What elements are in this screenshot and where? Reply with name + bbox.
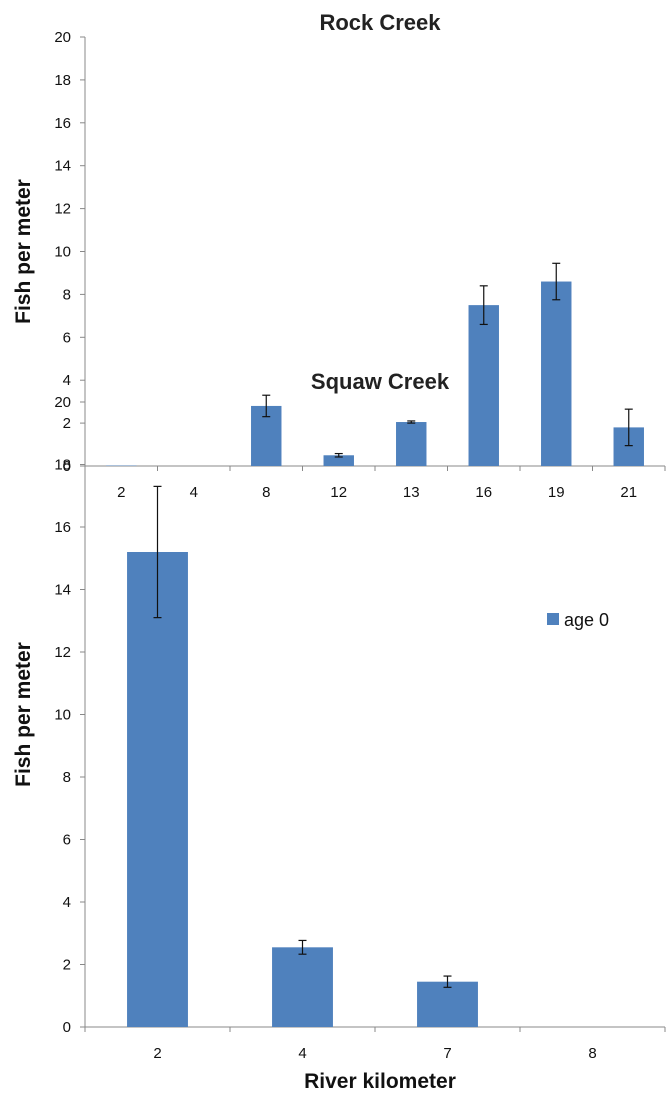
squaw-creek-y-tick-label: 8 (63, 769, 71, 786)
rock-creek-y-tick-label: 10 (54, 244, 71, 261)
squaw-creek-y-axis-label: Fish per meter (12, 642, 35, 787)
squaw-creek-x-tick-label: 7 (443, 1045, 451, 1062)
squaw-creek-y-tick-label: 4 (63, 894, 71, 911)
rock-creek-x-tick-label: 8 (262, 484, 270, 501)
squaw-creek-y-tick-label: 10 (54, 707, 71, 724)
rock-creek-bar (323, 455, 354, 466)
rock-creek-bar (396, 422, 427, 466)
rock-creek-x-tick-label: 16 (475, 484, 492, 501)
rock-creek-y-tick-label: 20 (54, 29, 71, 46)
squaw-creek-y-tick-label: 2 (63, 957, 71, 974)
squaw-creek-x-tick-label: 4 (298, 1045, 306, 1062)
rock-creek-y-tick-label: 4 (63, 372, 71, 389)
rock-creek-x-tick-label: 4 (190, 484, 198, 501)
squaw-creek-y-tick-label: 20 (54, 394, 71, 411)
rock-creek-y-tick-label: 0 (63, 458, 71, 475)
rock-creek-x-tick-label: 2 (117, 484, 125, 501)
squaw-creek-y-tick-label: 18 (54, 457, 71, 474)
squaw-creek-x-tick-label: 8 (588, 1045, 596, 1062)
rock-creek-y-tick-label: 6 (63, 329, 71, 346)
squaw-creek-y-tick-label: 14 (54, 582, 71, 599)
rock-creek-x-tick-label: 13 (403, 484, 420, 501)
rock-creek-x-tick-label: 21 (620, 484, 637, 501)
rock-creek-y-tick-label: 14 (54, 158, 71, 175)
rock-creek-bar (468, 305, 499, 466)
squaw-creek-x-axis-label: River kilometer (304, 1070, 456, 1093)
legend-label: age 0 (564, 610, 609, 630)
squaw-creek-title: Squaw Creek (311, 369, 450, 394)
squaw-creek-chart: Squaw Creek Fish per meter 0 2 4 6 8 10 12 14 16 18… (12, 369, 666, 1093)
squaw-creek-bar (127, 552, 188, 1027)
squaw-creek-y-tick-label: 12 (54, 644, 71, 661)
rock-creek-y-tick-label: 18 (54, 72, 71, 89)
squaw-creek-y-tick-label: 6 (63, 832, 71, 849)
rock-creek-x-tick-label: 19 (548, 484, 565, 501)
rock-creek-y-tick-label: 8 (63, 286, 71, 303)
squaw-creek-y-tick-label: 0 (63, 1019, 71, 1036)
squaw-creek-y-tick-label: 16 (54, 519, 71, 536)
squaw-creek-x-tick-label: 2 (153, 1045, 161, 1062)
legend-swatch (547, 613, 559, 625)
rock-creek-y-tick-label: 16 (54, 115, 71, 132)
squaw-creek-bar (272, 947, 333, 1027)
rock-creek-y-axis-label: Fish per meter (12, 179, 35, 324)
rock-creek-y-tick-label: 12 (54, 201, 71, 218)
squaw-creek-bar (417, 981, 478, 1027)
squaw-creek-legend: age 0 (547, 610, 609, 630)
rock-creek-bar (541, 281, 572, 466)
rock-creek-chart: Rock Creek Fish per meter 0 2 4 6 8 10 12 14 16 18 2… (12, 10, 666, 501)
rock-creek-title: Rock Creek (319, 10, 441, 35)
rock-creek-x-tick-label: 12 (330, 484, 347, 501)
rock-creek-y-tick-label: 2 (63, 415, 71, 432)
